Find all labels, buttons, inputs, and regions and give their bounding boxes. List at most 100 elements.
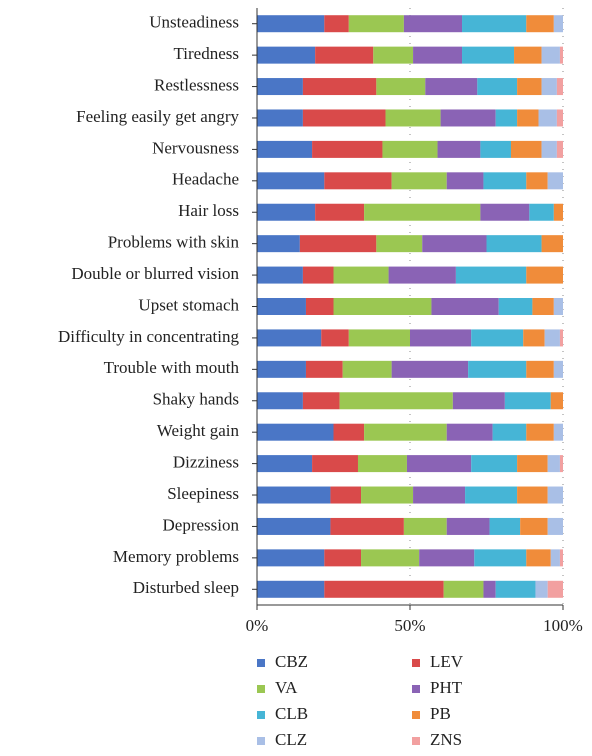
- bar-segment: [517, 486, 548, 504]
- bar-segment: [410, 329, 472, 347]
- bar-segment: [523, 329, 545, 347]
- bar-segment: [403, 15, 463, 33]
- legend-label: LEV: [430, 652, 464, 671]
- legend-label: CLB: [275, 704, 308, 723]
- y-tick-label: Unsteadiness: [149, 13, 239, 32]
- bar-segment: [446, 172, 484, 190]
- bar-segment: [495, 109, 518, 127]
- bar-segment: [529, 203, 554, 221]
- bar-segment: [526, 172, 548, 190]
- bar-segment: [333, 298, 432, 315]
- bar-segment: [553, 423, 563, 441]
- bar-segment: [324, 580, 444, 598]
- bar-segment: [520, 517, 548, 535]
- bar-segment: [257, 423, 334, 441]
- legend-swatch: [412, 659, 420, 667]
- y-tick-label: Shaky hands: [153, 390, 239, 409]
- bar-segment: [498, 298, 533, 315]
- bar-segment: [376, 235, 423, 253]
- bar-segment: [504, 392, 551, 410]
- bar-segment: [553, 203, 563, 221]
- y-tick-label: Nervousness: [152, 138, 239, 157]
- bar-segment: [480, 140, 511, 158]
- bar-segment: [452, 392, 505, 410]
- bar-segment: [257, 15, 325, 33]
- bar-segment: [477, 78, 518, 96]
- bar-segment: [361, 549, 420, 567]
- bar-segment: [361, 486, 414, 504]
- bar-segment: [403, 517, 447, 535]
- legend-label: ZNS: [430, 730, 462, 749]
- bar-segment: [547, 455, 560, 473]
- bar-segment: [385, 109, 441, 127]
- bar-segment: [348, 329, 410, 347]
- bar-segment: [431, 298, 499, 315]
- y-tick-label: Trouble with mouth: [104, 358, 240, 377]
- y-tick-label: Dizziness: [173, 453, 239, 472]
- bar-segment: [541, 46, 560, 64]
- y-tick-label: Disturbed sleep: [133, 578, 239, 597]
- legend-label: PB: [430, 704, 451, 723]
- x-tick-label: 100%: [543, 616, 583, 635]
- bar-segment: [474, 549, 527, 567]
- bar-segment: [302, 266, 334, 284]
- bar-segment: [305, 360, 343, 378]
- legend-label: CLZ: [275, 730, 307, 749]
- bar-segment: [541, 78, 557, 96]
- bar-segment: [312, 140, 383, 158]
- legend-swatch: [257, 659, 265, 667]
- bar-segment: [526, 266, 563, 284]
- bar-segment: [514, 46, 542, 64]
- bar-segment: [333, 423, 365, 441]
- bar-segment: [330, 486, 362, 504]
- bar-segment: [483, 580, 496, 598]
- bar-segment: [422, 235, 487, 253]
- bar-segment: [357, 455, 407, 473]
- bar-segment: [446, 423, 493, 441]
- bar-segment: [391, 360, 469, 378]
- bar-segment: [257, 298, 306, 315]
- y-tick-label: Problems with skin: [108, 233, 240, 252]
- bar-segment: [315, 46, 374, 64]
- bar-segment: [257, 78, 303, 96]
- bar-segment: [257, 46, 316, 64]
- legend-swatch: [412, 737, 420, 745]
- bar-segment: [257, 266, 303, 284]
- bar-segment: [315, 203, 365, 221]
- bar-segment: [547, 517, 563, 535]
- y-tick-label: Tiredness: [174, 44, 240, 63]
- bar-segment: [489, 517, 521, 535]
- bar-segment: [382, 140, 438, 158]
- bar-segment: [419, 549, 475, 567]
- bar-segment: [471, 455, 518, 473]
- bar-segment: [486, 235, 542, 253]
- bar-segment: [471, 329, 524, 347]
- y-tick-label: Hair loss: [178, 201, 239, 220]
- bar-segment: [257, 517, 331, 535]
- y-tick-label: Weight gain: [157, 421, 240, 440]
- bar-segment: [339, 392, 453, 410]
- bar-segment: [553, 360, 563, 378]
- bar-segment: [257, 109, 303, 127]
- bar-segment: [559, 549, 563, 567]
- bar-segment: [413, 486, 466, 504]
- y-tick-label: Upset stomach: [138, 295, 239, 314]
- bar-segment: [257, 329, 322, 347]
- bar-segment: [364, 423, 447, 441]
- bar-segment: [324, 549, 362, 567]
- bar-segment: [553, 298, 563, 315]
- y-tick-label: Sleepiness: [167, 484, 239, 503]
- bar-segment: [556, 140, 563, 158]
- y-tick-label: Feeling easily get angry: [76, 107, 239, 126]
- bar-segment: [510, 140, 542, 158]
- bar-segment: [559, 329, 563, 347]
- bar-segment: [257, 580, 325, 598]
- bar-segment: [305, 298, 334, 315]
- bar-segment: [480, 203, 530, 221]
- legend-swatch: [257, 737, 265, 745]
- bar-segment: [257, 203, 316, 221]
- legend-swatch: [412, 711, 420, 719]
- bar-segment: [324, 15, 349, 33]
- bar-segment: [388, 266, 456, 284]
- bar-segment: [257, 486, 331, 504]
